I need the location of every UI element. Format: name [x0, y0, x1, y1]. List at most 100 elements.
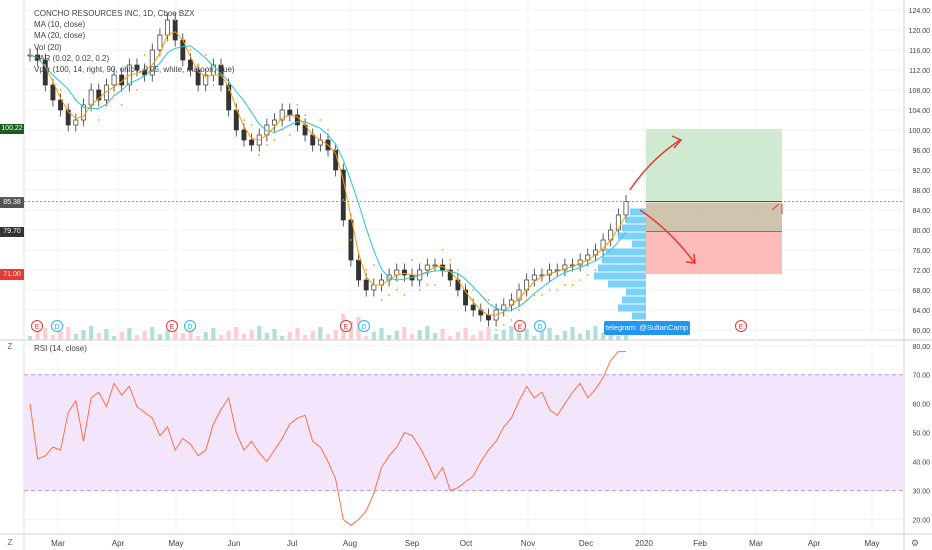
x-tick-label: May	[864, 539, 879, 548]
y-tick-label: 108.00	[909, 88, 931, 95]
volume-bar	[280, 336, 285, 340]
volume-bar	[616, 336, 621, 340]
x-tick-label: Nov	[521, 539, 535, 548]
rsi-legend[interactable]: RSI (14, close)	[34, 344, 87, 353]
event-marker	[51, 320, 63, 332]
sar-dot	[464, 284, 467, 286]
volume-bar	[211, 328, 216, 340]
volume-bar	[578, 334, 583, 340]
candle	[600, 239, 606, 251]
sar-dot	[411, 259, 413, 261]
volume-bar	[371, 332, 376, 340]
volume-bar	[562, 331, 567, 340]
candle	[241, 129, 247, 141]
sar-dot	[441, 249, 444, 251]
sar-dot	[44, 64, 47, 66]
y-tick-label: 112.00	[909, 68, 930, 75]
volume-bar	[203, 332, 208, 340]
sar-dot	[174, 19, 177, 21]
sar-dot	[541, 294, 543, 296]
candle	[401, 269, 407, 276]
y-tick-label: 60.00	[912, 328, 930, 335]
volume-bar	[188, 329, 193, 340]
sar-dot	[334, 149, 337, 151]
y-tick-label: 124.00	[909, 8, 931, 15]
sar-dot	[97, 119, 100, 121]
candle	[294, 114, 300, 126]
chart-legend: CONCHO RESOURCES INC, 1D, Cboe BZX MA (1…	[34, 8, 235, 75]
volume-bar	[509, 326, 514, 340]
event-label: E	[739, 324, 744, 331]
volume-bar	[104, 329, 109, 340]
telegram-note[interactable]: telegram: @SultanCamp	[604, 321, 690, 335]
event-marker	[31, 320, 43, 332]
sar-dot	[281, 129, 284, 131]
volume-legend[interactable]: Vol (20)	[34, 42, 62, 52]
sar-dot	[105, 104, 108, 106]
candle	[363, 279, 369, 291]
volume-bar	[58, 331, 63, 340]
event-label: D	[54, 324, 59, 331]
volume-bar	[264, 333, 269, 340]
sar-dot	[487, 299, 490, 301]
candle	[58, 99, 64, 111]
y-tick-label: 100.00	[909, 128, 931, 135]
x-tick-label: 2020	[635, 539, 653, 548]
volume-bar	[249, 330, 254, 340]
volume-bar	[555, 335, 560, 340]
sar-legend[interactable]: SAR (0.02, 0.02, 0.2)	[34, 53, 110, 63]
settings-icon[interactable]: ⚙	[910, 538, 920, 548]
sar-dot	[456, 269, 459, 271]
volume-bar	[302, 335, 308, 340]
sar-dot	[350, 239, 352, 241]
sar-dot	[395, 289, 398, 291]
volume-bar	[89, 326, 94, 340]
sar-dot	[311, 124, 314, 126]
volume-bar	[425, 326, 430, 340]
sar-dot	[158, 54, 161, 56]
volume-profile-bar	[602, 256, 646, 264]
volume-bar	[157, 334, 162, 340]
sar-dot	[128, 84, 131, 86]
down-arrow	[639, 209, 695, 263]
volume-bar	[150, 327, 155, 340]
volume-bar	[96, 333, 101, 340]
ma20-legend[interactable]: MA (20, close)	[34, 31, 86, 41]
left-toolbar: Z Z	[0, 0, 24, 550]
sar-dot	[296, 104, 299, 106]
candle	[111, 74, 117, 86]
sar-dot	[90, 109, 93, 111]
volume-bar	[81, 330, 86, 340]
event-marker	[184, 320, 196, 332]
volume-profile-bar	[618, 304, 646, 312]
y-tick-label: 120.00	[909, 28, 931, 35]
y-tick-label: 72.00	[912, 268, 930, 275]
sar-dot	[365, 269, 368, 271]
volume-bar	[516, 333, 522, 340]
volume-profile-bar	[594, 272, 646, 280]
candle	[623, 201, 629, 216]
rsi-tick-label: 70.00	[912, 373, 930, 380]
event-marker	[340, 320, 352, 332]
candle	[486, 314, 491, 321]
volume-bar	[27, 336, 33, 340]
volume-profile-bar	[622, 296, 646, 304]
rsi-band	[24, 374, 904, 491]
sar-dot	[166, 39, 169, 41]
vpvr-legend[interactable]: Vpvr (100, 14, right, 90, ohlc4, 0.05, w…	[34, 65, 235, 75]
sar-dot	[181, 39, 184, 41]
ma10-line	[29, 31, 627, 316]
zoom-icon[interactable]: Z	[7, 342, 13, 351]
sar-dot	[212, 84, 215, 86]
zoom-icon[interactable]: Z	[7, 538, 13, 547]
ma10-legend[interactable]: MA (10, close)	[34, 20, 86, 30]
sar-dot	[59, 89, 62, 91]
symbol-title[interactable]: CONCHO RESOURCES INC, 1D, Cboe BZX	[34, 9, 195, 18]
sar-dot	[250, 124, 253, 126]
candle	[516, 289, 522, 301]
sar-dot	[243, 119, 245, 121]
volume-bar	[127, 328, 132, 340]
volume-bar	[409, 334, 415, 340]
volume-bar	[333, 330, 338, 340]
